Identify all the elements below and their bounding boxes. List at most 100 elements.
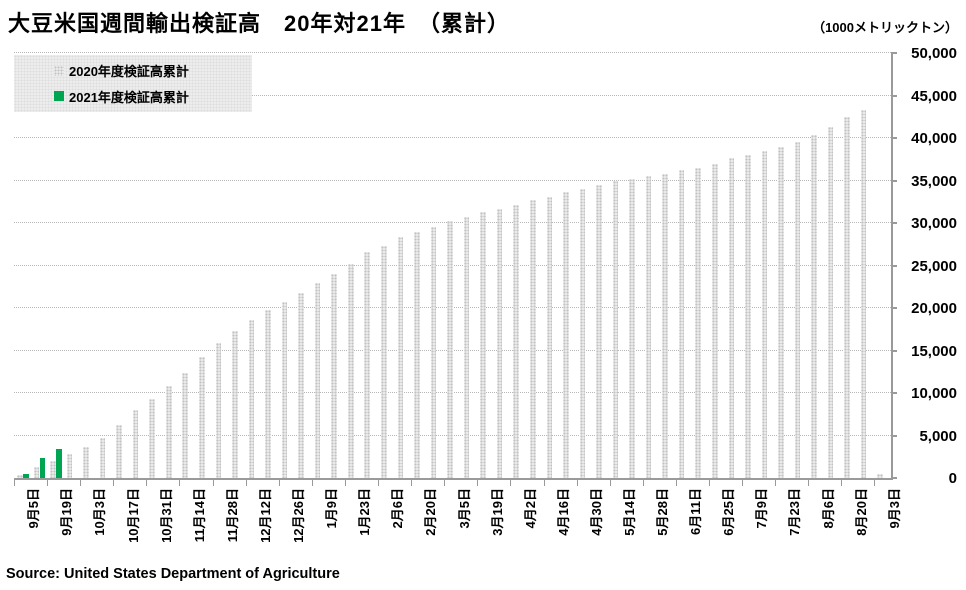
y-axis-tick: [891, 307, 897, 309]
bar-2020: [596, 184, 602, 478]
bar-2020: [563, 192, 569, 478]
bar-2020: [860, 109, 867, 478]
y-axis-tick: [891, 52, 897, 54]
y-axis-tick: [891, 434, 897, 437]
bar-2020: [579, 189, 586, 478]
gridline-50000: [14, 52, 891, 53]
bar-2020: [662, 173, 668, 478]
y-tick-label: 25,000: [911, 257, 957, 275]
x-tick-label: 7月9日: [754, 488, 770, 529]
y-axis: 0 5,000 10,000 15,000 20,000 25,000 30,000 35,0…: [891, 45, 966, 487]
y-axis-tick: [891, 477, 897, 479]
bar-2020: [496, 208, 503, 478]
x-tick-label: 4月16日: [555, 488, 571, 536]
bar-2020: [529, 200, 536, 478]
x-axis-tick: [14, 480, 15, 486]
y-axis-tick: [891, 137, 897, 139]
bar-2020: [844, 116, 850, 478]
x-axis-tick: [742, 480, 744, 486]
bar-2020: [248, 319, 255, 478]
x-tick-label: 7月23日: [787, 488, 803, 536]
y-tick-label: 15,000: [911, 342, 957, 360]
legend-label-2020: 2020年度検証高累計: [69, 64, 189, 80]
x-tick-label: 1月9日: [324, 488, 340, 529]
bar-2020: [811, 135, 817, 478]
bar-2020: [447, 221, 453, 478]
x-tick-label: 9月5日: [26, 488, 42, 529]
bar-2020: [463, 217, 470, 478]
legend-item-2021: 2021年度検証高累計: [54, 87, 252, 106]
x-axis-tick: [576, 480, 578, 486]
bar-2020: [414, 231, 420, 478]
x-tick-label: 10月31日: [158, 488, 174, 543]
x-tick-label: 2月6日: [390, 488, 406, 529]
x-axis-tick: [708, 480, 710, 486]
x-axis-tick: [675, 480, 677, 486]
x-axis-tick: [510, 480, 512, 486]
y-tick-label: 0: [948, 470, 957, 487]
x-tick-label: 10月17日: [125, 488, 141, 543]
gridline-35000: [14, 179, 891, 181]
y-axis-tick: [891, 392, 897, 394]
x-tick-label: 6月25日: [721, 488, 737, 536]
bar-2020: [33, 466, 40, 478]
y-tick-label: 40,000: [911, 130, 957, 147]
bar-2020: [199, 357, 205, 478]
x-tick-label: 8月6日: [820, 488, 836, 529]
page-title: 大豆米国週間輸出検証高 20年対21年 （累計）: [8, 11, 510, 36]
y-axis-tick: [891, 264, 897, 267]
y-tick-label: 30,000: [911, 215, 957, 232]
y-axis-tick: [891, 222, 897, 224]
bar-2020: [232, 330, 238, 478]
bar-2020: [347, 263, 354, 478]
bar-2020: [794, 142, 801, 478]
bar-2021: [56, 449, 62, 478]
bar-2021: [39, 458, 46, 478]
bar-2020: [50, 461, 56, 478]
bar-2020: [83, 446, 89, 478]
x-axis-tick: [47, 480, 49, 486]
bar-2020: [728, 158, 735, 478]
x-tick-label: 3月5日: [456, 488, 472, 529]
bar-2020: [745, 155, 751, 478]
x-axis-tick: [212, 480, 214, 486]
x-axis-tick: [80, 480, 82, 486]
x-tick-label: 8月20日: [853, 488, 869, 536]
legend: 2020年度検証高累計 2021年度検証高累計: [14, 55, 252, 112]
x-tick-label: 1月23日: [357, 488, 373, 536]
bar-2020: [165, 386, 172, 478]
x-axis-tick: [874, 480, 876, 486]
legend-label-2021: 2021年度検証高累計: [69, 89, 189, 105]
y-axis-unit-label: （1000メトリックトン）: [812, 20, 958, 35]
x-axis-tick: [179, 480, 181, 486]
bar-2020: [182, 373, 189, 478]
x-axis-tick: [411, 480, 413, 486]
bar-2020: [132, 410, 139, 478]
bar-2020: [298, 292, 304, 478]
x-axis-tick: [444, 480, 446, 486]
y-tick-label: 50,000: [911, 45, 957, 62]
y-tick-label: 45,000: [911, 87, 957, 105]
y-tick-label: 5,000: [919, 427, 957, 445]
bar-2021: [23, 473, 29, 478]
bar-2020: [381, 245, 387, 478]
bar-2020: [116, 425, 122, 478]
x-tick-label: 6月11日: [688, 488, 704, 535]
x-tick-label: 9月3日: [886, 488, 902, 529]
y-axis-tick: [891, 94, 897, 97]
gridline-45000: [14, 94, 891, 96]
x-axis: 9月5日 9月19日 10月3日 10月17日 10月31日 11月14日 11月28日 12…: [14, 478, 902, 588]
x-tick-label: 12月12日: [257, 488, 273, 543]
bar-2020: [827, 126, 834, 478]
bar-2020: [695, 167, 702, 478]
bar-2020: [612, 181, 619, 478]
bar-2020: [513, 205, 519, 478]
x-tick-label: 4月2日: [522, 488, 538, 529]
x-axis-tick: [113, 480, 115, 486]
x-axis-tick: [642, 480, 644, 486]
x-axis-tick: [378, 480, 380, 486]
bar-2020: [149, 398, 155, 478]
bar-2020: [645, 176, 652, 478]
bar-2020: [265, 309, 271, 478]
legend-swatch-2021: [54, 91, 64, 102]
